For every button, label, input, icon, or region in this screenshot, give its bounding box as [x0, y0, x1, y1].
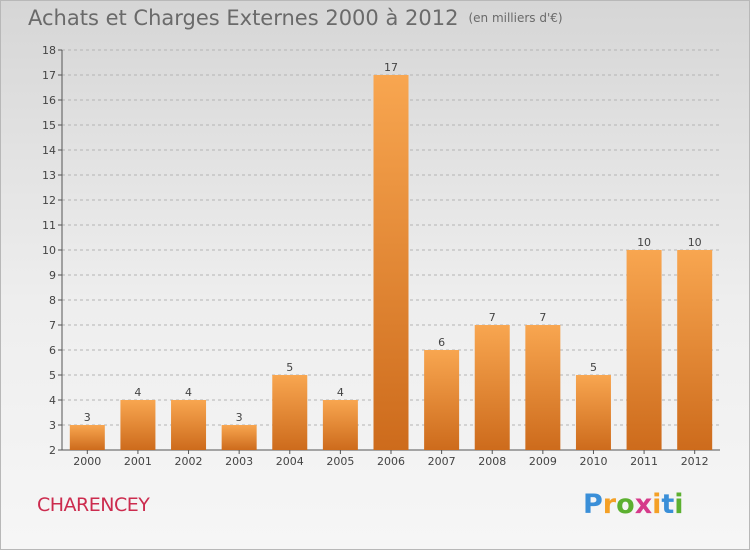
bar	[424, 350, 460, 450]
y-tick-label: 16	[42, 94, 56, 107]
bar	[525, 325, 561, 450]
data-label: 4	[185, 386, 192, 399]
x-tick-label: 2000	[73, 455, 101, 468]
logo-letter: P	[583, 489, 603, 520]
data-label: 7	[489, 311, 496, 324]
y-tick-label: 3	[49, 419, 56, 432]
data-label: 4	[134, 386, 141, 399]
y-tick-label: 6	[49, 344, 56, 357]
data-label: 10	[637, 236, 651, 249]
bar	[474, 325, 510, 450]
bar	[575, 375, 611, 450]
y-tick-label: 10	[42, 244, 56, 257]
bar	[171, 400, 207, 450]
x-tick-label: 2008	[478, 455, 506, 468]
logo-letter: r	[602, 489, 617, 520]
x-tick-label: 2011	[630, 455, 658, 468]
y-tick-label: 2	[49, 444, 56, 457]
x-tick-label: 2005	[326, 455, 354, 468]
y-tick-label: 8	[49, 294, 56, 307]
bar	[322, 400, 358, 450]
y-tick-label: 4	[49, 394, 56, 407]
data-label: 6	[438, 336, 445, 349]
x-tick-label: 2006	[377, 455, 405, 468]
bar	[677, 250, 713, 450]
data-label: 5	[590, 361, 597, 374]
y-tick-label: 18	[42, 44, 56, 57]
y-tick-label: 14	[42, 144, 56, 157]
logo-letter: t	[661, 489, 675, 520]
bar	[272, 375, 308, 450]
logo-letter: x	[634, 489, 653, 520]
bar	[69, 425, 105, 450]
y-tick-label: 13	[42, 169, 56, 182]
y-tick-label: 15	[42, 119, 56, 132]
y-tick-label: 9	[49, 269, 56, 282]
logo-letter: o	[616, 489, 635, 520]
x-tick-label: 2001	[124, 455, 152, 468]
x-tick-label: 2003	[225, 455, 253, 468]
chart-unit-label: (en milliers d'€)	[468, 11, 563, 25]
y-tick-label: 7	[49, 319, 56, 332]
place-name: CHARENCEY	[37, 494, 150, 516]
y-tick-label: 12	[42, 194, 56, 207]
chart-title-text: Achats et Charges Externes 2000 à 2012	[28, 6, 459, 30]
x-tick-label: 2012	[681, 455, 709, 468]
bar	[626, 250, 662, 450]
data-label: 3	[84, 411, 91, 424]
x-tick-label: 2010	[579, 455, 607, 468]
data-label: 7	[539, 311, 546, 324]
data-label: 10	[688, 236, 702, 249]
data-label: 4	[337, 386, 344, 399]
logo-letter: i	[674, 489, 684, 520]
chart-title: Achats et Charges Externes 2000 à 2012 (e…	[28, 6, 563, 30]
x-tick-label: 2002	[175, 455, 203, 468]
data-label: 5	[286, 361, 293, 374]
x-tick-label: 2007	[428, 455, 456, 468]
y-tick-label: 11	[42, 219, 56, 232]
bar	[120, 400, 156, 450]
bar	[221, 425, 257, 450]
y-tick-label: 17	[42, 69, 56, 82]
data-label: 3	[236, 411, 243, 424]
y-tick-label: 5	[49, 369, 56, 382]
bar	[373, 75, 409, 450]
x-tick-label: 2009	[529, 455, 557, 468]
proxiti-logo: Proxiti	[583, 489, 684, 520]
logo-letter: i	[652, 489, 662, 520]
x-tick-label: 2004	[276, 455, 304, 468]
data-label: 17	[384, 61, 398, 74]
